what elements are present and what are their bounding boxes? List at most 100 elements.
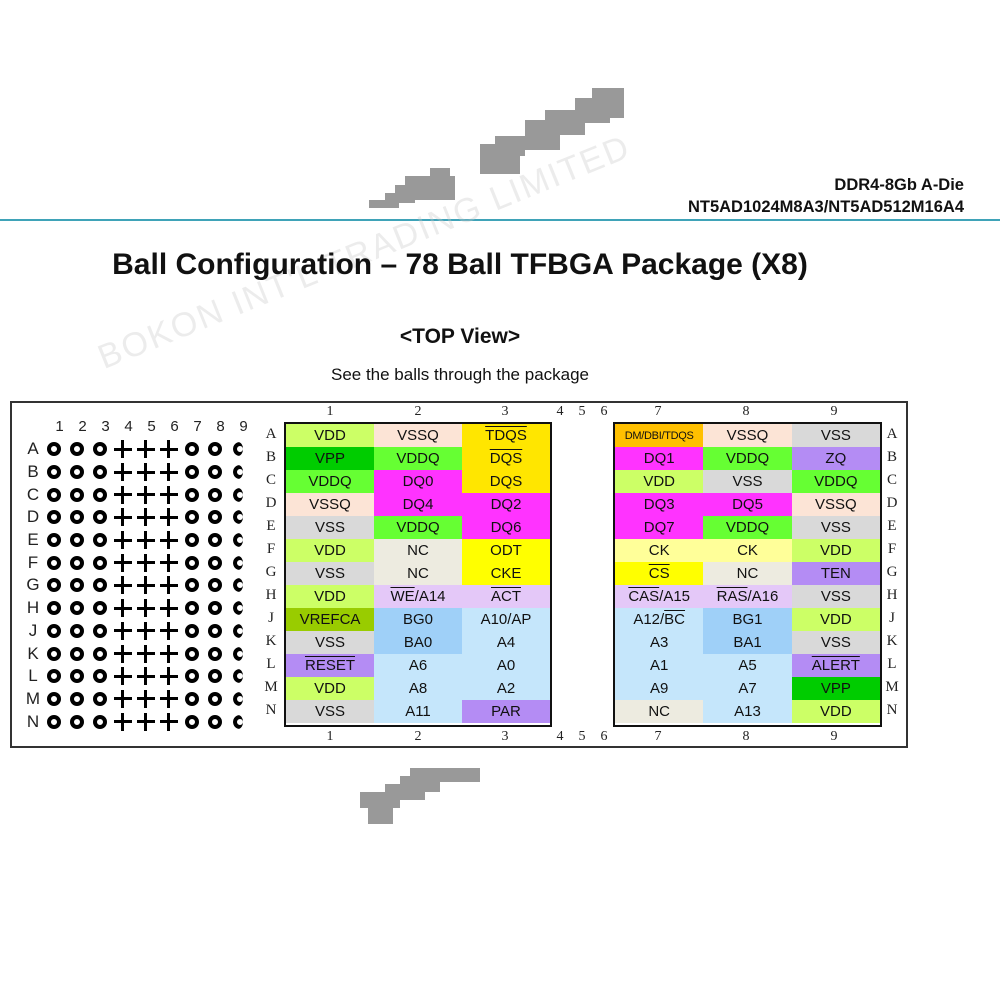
ball-map-row-label: N <box>26 711 40 731</box>
ball-cell: VSSQ <box>791 493 880 516</box>
ball-cell: VPP <box>791 677 880 700</box>
column-label: 2 <box>414 729 422 744</box>
ball-icon <box>207 623 222 638</box>
ball-map-row: G <box>24 574 249 597</box>
ball-cell: VDD <box>791 700 880 723</box>
ball-icon <box>184 714 199 729</box>
unpopulated-ball-icon <box>136 712 155 731</box>
unpopulated-ball-icon <box>113 599 132 618</box>
ball-icon <box>46 601 61 616</box>
unpopulated-ball-icon <box>159 463 178 482</box>
ball-cell: NC <box>703 562 792 585</box>
ball-cell: RESET <box>286 654 374 677</box>
ball-icon <box>46 555 61 570</box>
ball-icon <box>69 669 84 684</box>
ball-cell: ACT <box>462 585 550 608</box>
ball-icon <box>46 646 61 661</box>
ball-cell: ALERT <box>791 654 880 677</box>
row-label: L <box>887 656 897 672</box>
ball-icon <box>46 487 61 502</box>
column-label: 7 <box>654 729 662 744</box>
ball-grid-left: VDD VSSQ TDQS VPP VDDQ DQS VDDQ DQ0 DQS VSSQ DQ4 DQ… <box>284 422 552 727</box>
ball-cell: DQ6 <box>462 516 550 539</box>
ball-cell: CS <box>615 562 704 585</box>
ball-cell: VDDQ <box>791 470 880 493</box>
unpopulated-ball-icon <box>113 485 132 504</box>
ball-cell: VSS <box>286 631 374 654</box>
ball-cell: DQS <box>462 447 550 470</box>
row-label: K <box>886 633 898 649</box>
ball-icon <box>207 465 222 480</box>
ball-icon <box>207 487 222 502</box>
row-label: M <box>264 679 278 695</box>
row-label: H <box>886 587 898 603</box>
ball-cell: ZQ <box>791 447 880 470</box>
ball-cell: A9 <box>615 677 704 700</box>
ball-map-row-label: E <box>27 530 39 550</box>
ball-map-column-label: 7 <box>193 418 202 435</box>
ball-icon <box>69 714 84 729</box>
ball-cell: NC <box>374 562 462 585</box>
ball-cell: A8 <box>374 677 462 700</box>
ball-cell: VREFCA <box>286 608 374 631</box>
ball-cell: DQ1 <box>615 447 704 470</box>
ball-icon <box>232 646 243 661</box>
column-label: 9 <box>830 729 838 744</box>
row-label: E <box>266 518 276 534</box>
column-label: 5 <box>578 404 586 419</box>
unpopulated-ball-icon <box>113 531 132 550</box>
ball-icon <box>46 623 61 638</box>
ball-icon <box>92 555 107 570</box>
ball-icon <box>69 510 84 525</box>
ball-cell: DQ2 <box>462 493 550 516</box>
column-label: 5 <box>578 729 586 744</box>
ball-cell: A3 <box>615 631 704 654</box>
ball-cell: BG0 <box>374 608 462 631</box>
ball-cell: DQ7 <box>615 516 704 539</box>
column-label: 9 <box>830 404 838 419</box>
header-part-numbers: NT5AD1024M8A3/NT5AD512M16A4 <box>687 198 964 216</box>
row-label: G <box>265 564 277 580</box>
unpopulated-ball-icon <box>136 440 155 459</box>
ball-cell: BA1 <box>703 631 792 654</box>
ball-icon <box>46 442 61 457</box>
ball-icon <box>69 487 84 502</box>
unpopulated-ball-icon <box>136 531 155 550</box>
ball-icon <box>46 714 61 729</box>
ball-map-row-label: A <box>27 439 39 459</box>
unpopulated-ball-icon <box>113 667 132 686</box>
row-label: B <box>886 449 897 465</box>
ball-cell: A7 <box>703 677 792 700</box>
ball-icon <box>46 510 61 525</box>
row-label: F <box>266 541 276 557</box>
ball-cell: A13 <box>703 700 792 723</box>
ball-icon <box>184 442 199 457</box>
ball-cell: WE/A14 <box>374 585 462 608</box>
ball-icon <box>232 669 243 684</box>
ball-cell: A12/BC <box>615 608 704 631</box>
page-title: Ball Configuration – 78 Ball TFBGA Packa… <box>112 248 808 281</box>
ball-icon <box>69 691 84 706</box>
ball-icon <box>69 555 84 570</box>
ball-icon <box>184 646 199 661</box>
ball-cell: DQ4 <box>374 493 462 516</box>
ball-icon <box>207 714 222 729</box>
ball-icon <box>232 442 243 457</box>
ball-map-row: C <box>24 483 249 506</box>
ball-cell: VSS <box>703 470 792 493</box>
ball-cell: A0 <box>462 654 550 677</box>
ball-map-row-label: J <box>28 620 38 640</box>
ball-map-row-label: L <box>28 666 38 686</box>
ball-cell: DM/DBI/TDQS <box>615 424 704 447</box>
column-label: 1 <box>326 404 334 419</box>
ball-icon <box>207 691 222 706</box>
column-label: 6 <box>600 729 608 744</box>
ball-cell: VDDQ <box>286 470 374 493</box>
ball-map-row: B <box>24 461 249 484</box>
ball-map-row-label: F <box>27 552 39 572</box>
row-label: G <box>886 564 898 580</box>
unpopulated-ball-icon <box>159 485 178 504</box>
ball-cell: VSS <box>791 585 880 608</box>
unpopulated-ball-icon <box>159 508 178 527</box>
